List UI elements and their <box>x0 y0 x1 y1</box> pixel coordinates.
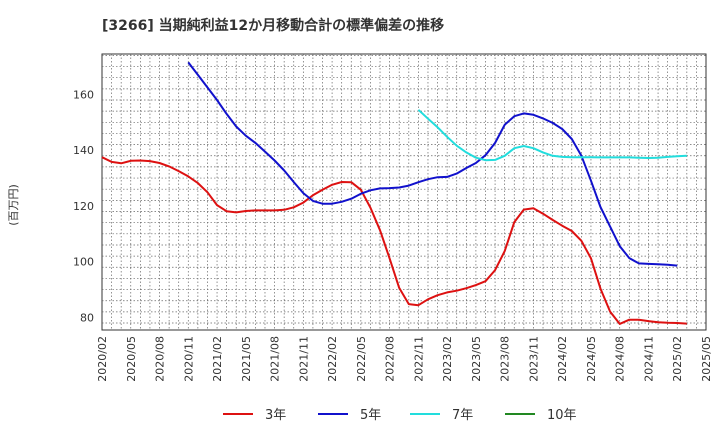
series-line <box>187 61 678 267</box>
x-tick-label: 2024/08 <box>614 336 627 382</box>
x-tick-label: 2022/08 <box>384 336 397 382</box>
legend-label: 10年 <box>547 408 577 423</box>
x-tick-label: 2022/02 <box>326 336 339 382</box>
series-lines <box>101 61 687 325</box>
y-tick-label: 100 <box>73 256 94 269</box>
y-tick-label: 120 <box>73 200 94 213</box>
x-tick-label: 2024/11 <box>642 336 655 382</box>
x-tick-label: 2020/02 <box>96 336 109 382</box>
legend: 3年 5年 7年 10年 <box>223 408 577 423</box>
x-tick-labels: 2020/02 2020/05 2020/08 2020/11 2021/02 2021/… <box>96 336 713 382</box>
legend-label: 7年 <box>452 408 473 423</box>
x-tick-label: 2023/08 <box>499 336 512 382</box>
x-tick-label: 2023/02 <box>441 336 454 382</box>
x-tick-label: 2025/02 <box>671 336 684 382</box>
chart-title: [3266] 当期純利益12か月移動合計の標準偏差の推移 <box>102 17 444 34</box>
y-tick-label: 80 <box>80 311 94 324</box>
plot-area <box>101 53 707 331</box>
x-tick-label: 2020/11 <box>182 336 195 382</box>
x-tick-label: 2021/05 <box>240 336 253 382</box>
y-tick-labels: 80 100 120 140 160 <box>73 88 94 324</box>
x-tick-label: 2020/08 <box>154 336 167 382</box>
legend-label: 5年 <box>360 408 381 423</box>
x-tick-label: 2022/05 <box>355 336 368 382</box>
legend-label: 3年 <box>265 408 286 423</box>
x-tick-label: 2025/05 <box>700 336 713 382</box>
x-tick-label: 2021/02 <box>211 336 224 382</box>
y-tick-label: 140 <box>73 144 94 157</box>
x-tick-label: 2023/05 <box>470 336 483 382</box>
x-tick-label: 2022/11 <box>412 336 425 382</box>
series-line <box>417 109 687 162</box>
series-line <box>101 156 687 325</box>
x-tick-label: 2024/02 <box>556 336 569 382</box>
x-tick-label: 2020/05 <box>125 336 138 382</box>
y-axis-label: (百万円) <box>7 184 20 226</box>
x-tick-label: 2021/11 <box>297 336 310 382</box>
x-tick-label: 2021/08 <box>269 336 282 382</box>
x-tick-label: 2023/11 <box>527 336 540 382</box>
x-tick-label: 2024/05 <box>585 336 598 382</box>
y-tick-label: 160 <box>73 88 94 101</box>
